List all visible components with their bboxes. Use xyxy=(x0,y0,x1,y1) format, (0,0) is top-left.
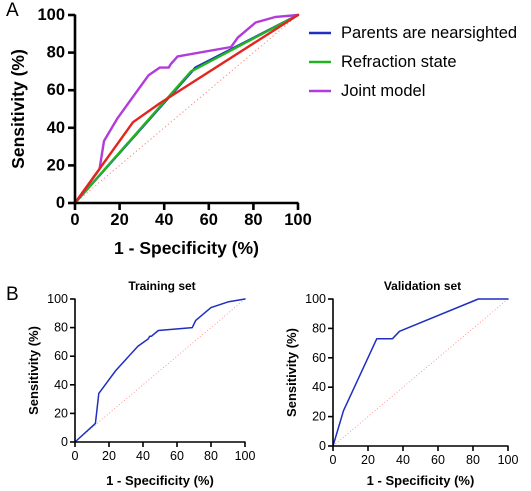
validation-chart-x-tick-label: 60 xyxy=(431,453,445,467)
training-chart-y-tick-label: 0 xyxy=(61,435,68,449)
training-chart-x-tick-label: 20 xyxy=(102,449,116,463)
main-chart-y-tick-label: 20 xyxy=(47,156,65,174)
training-chart-reference-line xyxy=(74,298,246,443)
main-chart-y-tick-label: 0 xyxy=(56,194,65,212)
main-chart-x-tick-label: 0 xyxy=(70,211,79,229)
main-chart-legend: Parents are nearsighted Refraction state J… xyxy=(309,24,517,100)
main-chart-x-axis-label: 1 - Specificity (%) xyxy=(114,238,259,258)
validation-chart-y-tick-label: 80 xyxy=(312,321,326,335)
validation-chart-x-tick-label: 40 xyxy=(396,453,410,467)
training-chart-y-tick-label: 60 xyxy=(54,349,68,363)
panel-label-b: B xyxy=(6,284,19,305)
validation-chart-x-axis-label: 1 - Specificity (%) xyxy=(367,473,475,488)
validation-chart-x-tick-label: 0 xyxy=(330,453,337,467)
validation-chart-y-tick-label: 60 xyxy=(312,351,326,365)
panel-label-a: A xyxy=(6,0,19,21)
training-chart-x-tick-label: 0 xyxy=(72,449,79,463)
main-chart-line-refraction-state xyxy=(73,13,300,205)
main-chart: 0 20 40 60 80 100 0 20 40 60 80 100 1 - Specificity … xyxy=(8,6,517,258)
training-chart-y-tick-label: 40 xyxy=(54,378,68,392)
validation-chart-y-axis-label: Sensitivity (%) xyxy=(284,328,299,417)
validation-chart-y-tick-label: 20 xyxy=(312,410,326,424)
main-chart-y-tick-label: 100 xyxy=(37,6,65,24)
training-chart: 0 20 40 60 80 100 0 20 40 60 80 100 1 - Specificity … xyxy=(26,279,255,488)
validation-chart-reference-line xyxy=(332,298,509,447)
training-chart-x-tick-label: 40 xyxy=(136,449,150,463)
training-chart-x-tick-label: 80 xyxy=(204,449,218,463)
training-chart-y-axis-label: Sensitivity (%) xyxy=(26,326,41,415)
training-chart-y-tick-label: 20 xyxy=(54,406,68,420)
main-chart-y-tick-label: 60 xyxy=(47,81,65,99)
main-chart-line-series-4 xyxy=(73,13,300,205)
validation-chart-x-tick-label: 100 xyxy=(498,453,519,467)
validation-chart-y-tick-label: 40 xyxy=(312,380,326,394)
training-chart-x-axis-label: 1 - Specificity (%) xyxy=(106,473,214,488)
validation-chart-x-tick-label: 20 xyxy=(361,453,375,467)
training-chart-title: Training set xyxy=(128,279,195,293)
validation-chart-line-series-1 xyxy=(332,298,509,447)
main-chart-y-tick-label: 80 xyxy=(47,44,65,62)
main-chart-y-tick-label: 40 xyxy=(47,119,65,137)
validation-chart-y-tick-label: 100 xyxy=(305,292,326,306)
training-chart-y-tick-label: 80 xyxy=(54,321,68,335)
training-chart-y-tick-label: 100 xyxy=(47,292,68,306)
main-chart-y-axis-label: Sensitivity (%) xyxy=(8,49,28,169)
validation-chart: 0 20 40 60 80 100 0 20 40 60 80 100 1 - Specificity … xyxy=(284,279,518,488)
validation-chart-title: Validation set xyxy=(384,279,461,293)
legend-label: Refraction state xyxy=(341,53,457,71)
training-chart-x-tick-label: 100 xyxy=(235,449,256,463)
legend-label: Joint model xyxy=(341,82,425,100)
main-chart-x-tick-label: 80 xyxy=(244,211,262,229)
validation-chart-y-tick-label: 0 xyxy=(319,439,326,453)
main-chart-x-tick-label: 60 xyxy=(200,211,218,229)
legend-label: Parents are nearsighted xyxy=(341,24,517,42)
validation-chart-x-tick-label: 80 xyxy=(466,453,480,467)
main-chart-x-tick-label: 20 xyxy=(110,211,128,229)
main-chart-line-joint-model xyxy=(73,13,300,205)
main-chart-x-tick-label: 40 xyxy=(155,211,173,229)
training-chart-line-series-1 xyxy=(74,298,246,443)
main-chart-reference-line xyxy=(74,14,299,204)
training-chart-x-tick-label: 60 xyxy=(170,449,184,463)
main-chart-x-tick-label: 100 xyxy=(284,211,312,229)
